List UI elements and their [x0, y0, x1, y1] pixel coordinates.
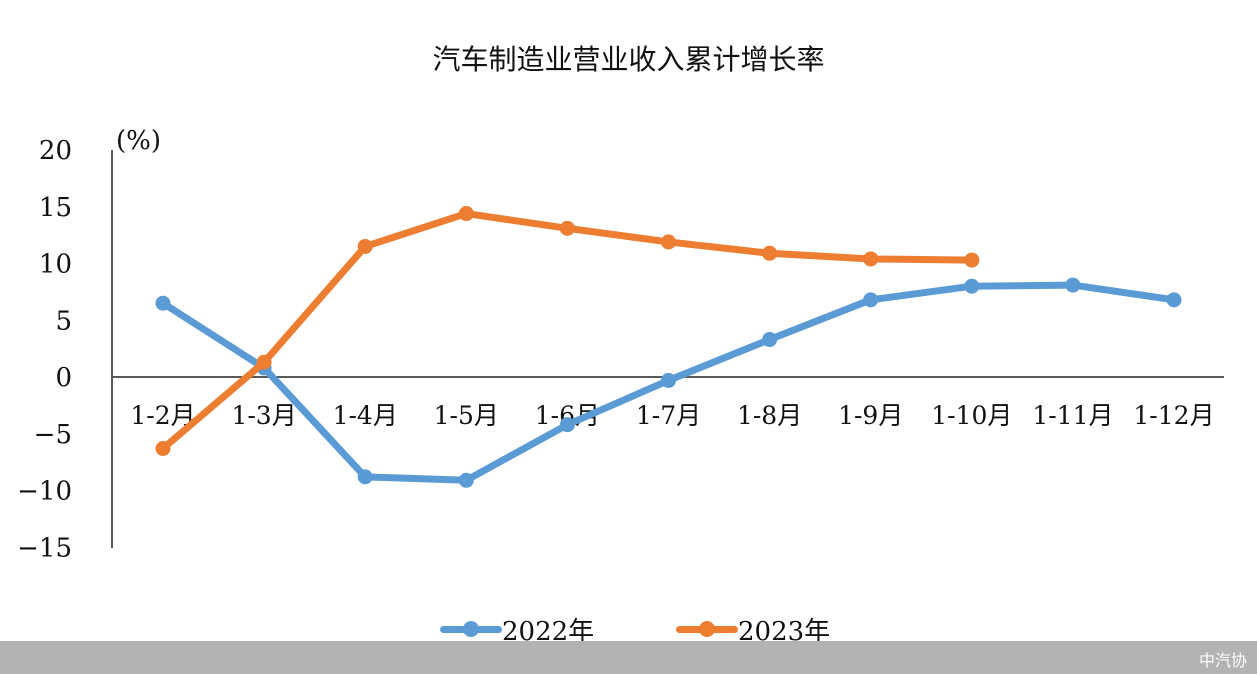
data-point: [964, 278, 980, 294]
data-point: [863, 292, 879, 308]
x-tick-label: 1-5月: [434, 401, 499, 430]
data-point: [762, 332, 778, 348]
x-tick-label: 1-11月: [1032, 401, 1113, 430]
data-point: [357, 238, 373, 254]
x-tick-label: 1-12月: [1133, 401, 1214, 430]
y-tick-label: 15: [39, 193, 72, 223]
data-point: [155, 441, 171, 457]
x-tick-label: 1-3月: [231, 401, 296, 430]
y-tick-label: −5: [34, 420, 72, 450]
y-axis-unit: (%): [116, 126, 161, 156]
data-point: [458, 472, 474, 488]
chart-title: 汽车制造业营业收入累计增长率: [432, 43, 825, 76]
y-tick-label: 20: [39, 136, 72, 166]
y-tick-label: −15: [17, 533, 72, 563]
data-point: [863, 251, 879, 267]
y-tick-label: 5: [55, 306, 72, 336]
x-tick-label: 1-9月: [838, 401, 903, 430]
data-point: [661, 234, 676, 250]
data-point: [155, 295, 171, 311]
data-point: [1065, 277, 1081, 293]
data-point: [964, 252, 980, 268]
y-tick-label: −10: [17, 477, 72, 507]
data-point: [256, 354, 272, 370]
y-tick-label: 0: [55, 363, 72, 393]
x-tick-label: 1-7月: [636, 401, 701, 430]
x-tick-label: 1-10月: [931, 401, 1012, 430]
footer-bar: 中汽协: [0, 641, 1257, 674]
data-point: [661, 372, 676, 388]
data-point: [357, 469, 373, 485]
x-tick-label: 1-8月: [737, 401, 802, 430]
x-tick-label: 1-2月: [130, 401, 195, 430]
legend-marker-2022-icon: [440, 613, 502, 645]
watermark: 中汽协: [1198, 651, 1247, 670]
data-point: [1166, 292, 1182, 308]
y-tick-label: 10: [39, 250, 72, 280]
data-point: [762, 245, 778, 261]
data-point: [458, 206, 474, 222]
x-tick-label: 1-4月: [333, 401, 398, 430]
legend-marker-2023-icon: [676, 613, 738, 645]
data-point: [559, 417, 575, 433]
data-point: [559, 220, 575, 236]
